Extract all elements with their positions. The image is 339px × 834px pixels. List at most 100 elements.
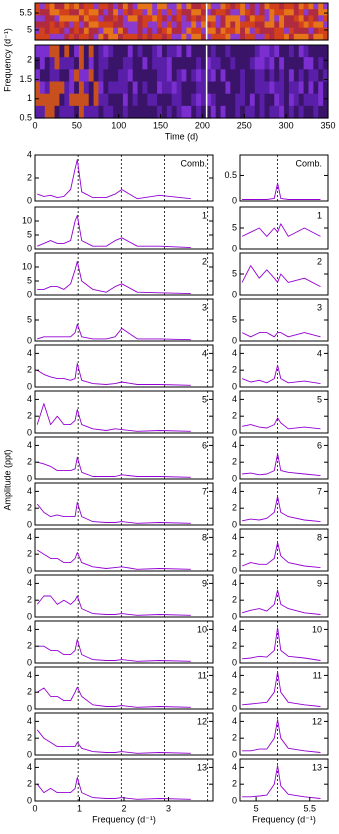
y-tick-label: 2: [232, 687, 237, 697]
heatmap-cell: [318, 105, 324, 119]
heatmap-cell: [74, 57, 80, 70]
heatmap-cell: [161, 9, 168, 16]
spectrum-line: [37, 260, 191, 295]
heatmap-cell: [264, 45, 270, 58]
y-tick-label: 5: [27, 275, 32, 285]
heatmap-cell: [157, 21, 163, 29]
heatmap-cell: [83, 105, 90, 119]
heatmap-cell: [74, 33, 80, 41]
y-tick-label: 2: [27, 733, 32, 743]
heatmap-cell: [98, 15, 104, 23]
heatmap-cell: [147, 15, 153, 23]
heatmap-cell: [83, 93, 90, 107]
heatmap-cell: [210, 33, 217, 41]
heatmap-cell: [78, 33, 85, 41]
heatmap-cell: [196, 3, 202, 10]
heatmap-cell: [220, 21, 227, 29]
heatmap-cell: [269, 21, 275, 29]
heatmap-cell: [220, 3, 227, 10]
heatmap-cell: [254, 27, 261, 35]
spectrum-line: [242, 495, 321, 523]
y-tick-label: 0: [27, 381, 32, 391]
heatmap-cell: [171, 93, 178, 107]
heatmap-cell: [254, 21, 261, 29]
panel-label: 10: [197, 624, 207, 634]
panel-label: 13: [197, 762, 207, 772]
heatmap-cell: [293, 27, 300, 35]
panel: 0 2 4 4: [27, 344, 214, 391]
panel-label: 7: [202, 486, 207, 496]
heatmap-cell: [308, 45, 314, 58]
y-tick-label: 0: [27, 243, 32, 253]
heatmap-cell: [157, 15, 163, 23]
heatmap-cell: [171, 69, 178, 83]
heatmap-cell: [186, 21, 192, 29]
heatmap-cell: [103, 69, 109, 83]
panel-frame: [239, 758, 329, 802]
spectrum-line: [242, 417, 321, 430]
spectrum-line: [36, 777, 191, 800]
heatmap-cell: [181, 57, 187, 70]
heatmap-cell: [35, 3, 41, 10]
heatmap-cell: [191, 105, 197, 119]
heatmap-cell: [127, 57, 134, 70]
heatmap-cell: [64, 3, 70, 10]
heatmap-cell: [161, 45, 168, 58]
panel-frame: [34, 436, 214, 480]
heatmap-cell: [88, 27, 95, 35]
heatmap-cell: [113, 57, 119, 70]
heatmap-cell: [318, 3, 324, 10]
heatmap-cell: [147, 57, 153, 70]
panel-frame: [34, 344, 214, 388]
heatmap-cell: [225, 81, 231, 95]
heatmap-cell: [186, 81, 192, 95]
heatmap-cell: [279, 33, 285, 41]
y-tick-label: 0: [232, 749, 237, 759]
y-tick-label: 2: [232, 641, 237, 651]
spectrum-line: [37, 639, 191, 662]
heatmap-cell: [137, 69, 144, 83]
heatmap-cell: [118, 93, 124, 107]
heatmap-cell: [132, 33, 139, 41]
panel-frame: [34, 252, 214, 296]
heatmap-cell: [210, 9, 217, 16]
heatmap-cell: [39, 105, 46, 119]
heatmap-cell: [288, 69, 295, 83]
heatmap-cell: [298, 93, 305, 107]
heatmap-cell: [240, 3, 246, 10]
heatmap-cell: [293, 105, 300, 119]
heatmap-cell: [244, 21, 251, 29]
heatmap-cell: [137, 3, 144, 10]
heatmap-cell: [161, 69, 168, 83]
heatmap-cell: [284, 27, 290, 35]
heatmap-cell: [118, 15, 124, 23]
heatmap-cell: [201, 45, 207, 58]
heatmap-cell: [235, 9, 241, 16]
heatmap-cell: [215, 45, 222, 58]
heatmap-cell: [64, 33, 70, 41]
y-tick-label: 2: [232, 411, 237, 421]
heatmap-cell: [323, 3, 329, 10]
heatmap-cell: [196, 81, 202, 95]
y-tick-label: 4: [27, 394, 32, 404]
heatmap-cell: [59, 81, 65, 95]
heatmap-cell: [274, 21, 280, 29]
heatmap-cell: [318, 21, 324, 29]
heatmap-cell: [230, 21, 236, 29]
heatmap-cell: [122, 9, 129, 16]
heatmap-cell: [249, 69, 256, 83]
heatmap-cell: [166, 45, 173, 58]
y-tick-label: 0: [232, 427, 237, 437]
heatmap-cell: [69, 69, 75, 83]
heatmap-cell: [288, 21, 295, 29]
heatmap-cell: [103, 15, 109, 23]
heatmap-cell: [147, 45, 153, 58]
heatmap-cell: [108, 33, 114, 41]
heatmap-cell: [39, 9, 46, 16]
heatmap-cell: [279, 15, 285, 23]
heatmap-cell: [108, 21, 114, 29]
panel-label: 5: [202, 394, 207, 404]
heatmap-cell: [93, 33, 100, 41]
heatmap-cell: [210, 93, 217, 107]
heatmap-cell: [298, 105, 305, 119]
